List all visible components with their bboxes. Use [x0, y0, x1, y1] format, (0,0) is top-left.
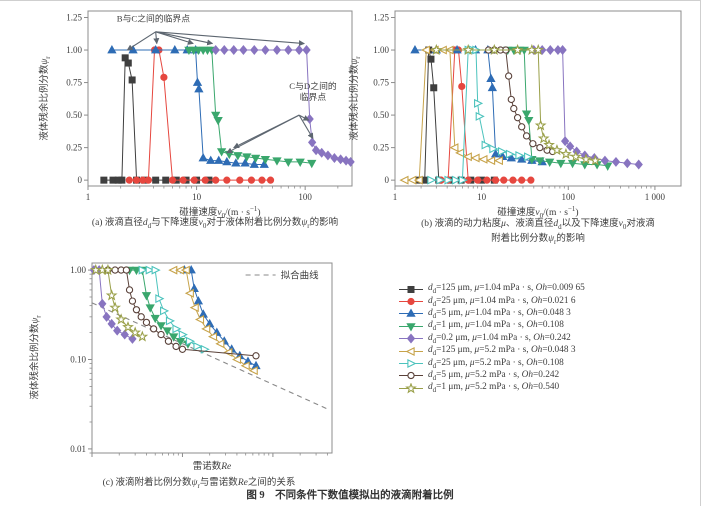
legend-label: dd=125 μm, μ=5.2 mPa · s, Oh=0.048 3	[428, 345, 576, 358]
svg-text:0.50: 0.50	[66, 110, 82, 120]
y-axis: 0 0.25 0.50 0.75 1.00 1.25	[373, 13, 395, 185]
chart-b: 1 10 100 1 000 0 0.25 0.50 0.75 1.00 1.25	[373, 10, 682, 202]
plot-frame	[91, 262, 333, 454]
chart-b-y-axis-label: 液体残余比例分数ψr	[350, 56, 362, 141]
legend-label: dd=125 μm, μ=1.04 mPa · s, Oh=0.009 65	[428, 283, 585, 296]
star-marker-icon	[399, 382, 423, 394]
legend-item: dd=125 μm, μ=5.2 mPa · s, Oh=0.048 3	[398, 345, 585, 357]
legend-item: dd=5 μm, μ=5.2 mPa · s, Oh=0.242	[398, 370, 585, 382]
y-axis: 1.00 0.10 0.01	[70, 265, 92, 454]
legend: dd=125 μm, μ=1.04 mPa · s, Oh=0.009 65 dd…	[398, 283, 585, 395]
svg-text:10: 10	[477, 192, 487, 202]
circle-marker-icon	[399, 297, 423, 306]
svg-text:100: 100	[298, 192, 312, 202]
svg-text:拟合曲线: 拟合曲线	[281, 270, 320, 282]
series-star-open	[430, 43, 602, 166]
legend-label: dd=5 μm, μ=5.2 mPa · s, Oh=0.242	[428, 370, 560, 382]
chart-c-x-axis-label: 雷诺数Re	[192, 462, 232, 472]
y-axis: 0 0.25 0.50 0.75 1.00 1.25	[66, 13, 88, 185]
series-diamond	[211, 45, 355, 167]
chart-a-x-axis-label: 碰撞速度v0/(m · s−1)	[179, 205, 261, 221]
series-tri-down	[503, 46, 613, 171]
legend-item: dd=125 μm, μ=1.04 mPa · s, Oh=0.009 65	[398, 283, 585, 295]
svg-text:1.00: 1.00	[66, 45, 82, 55]
series-diamond	[89, 265, 137, 344]
chart-b-caption: (b) 液滴的动力粘度μ、液滴直径dd以及下降速度v0对液滴 附着比例分数ψr的…	[421, 219, 655, 246]
series-tri-down	[184, 46, 317, 169]
annotation: C与D之间的临界点	[226, 80, 337, 154]
svg-text:0.50: 0.50	[373, 110, 389, 120]
svg-text:0.75: 0.75	[373, 78, 389, 88]
annotation-text: B与C之间的临界点	[117, 12, 191, 23]
chart-a: 1 10 100 0 0.25 0.50 0.75 1.00 1.25 B与C之间的临界点 C与D…	[66, 10, 355, 202]
chart-a-y-axis-label: 液体残余比例分数ψr	[40, 56, 52, 141]
series-square	[415, 46, 498, 184]
svg-text:0.25: 0.25	[66, 143, 82, 153]
legend-label: dd=5 μm, μ=1.04 mPa · s, Oh=0.048 3	[428, 308, 571, 320]
series-circle	[125, 46, 275, 184]
legend-label: dd=0.2 μm, μ=1.04 mPa · s, Oh=0.242	[428, 332, 571, 345]
chart-c-y-axis-label: 液体残余比例分数ψr	[30, 315, 43, 400]
figure-title: 图 9 不同条件下数值模拟出的液滴附着比例	[246, 490, 454, 501]
legend-label: dd=25 μm, μ=5.2 mPa · s, Oh=0.108	[428, 357, 564, 370]
tri-left-marker-icon	[399, 346, 423, 356]
series-tri-up	[179, 265, 261, 370]
legend-item: dd=25 μm, μ=5.2 mPa · s, Oh=0.108	[398, 357, 585, 369]
x-axis: 1 10 100 1 000	[393, 186, 666, 202]
series-tri-left-open	[168, 265, 258, 376]
svg-text:1 000: 1 000	[645, 192, 666, 202]
diamond-marker-icon	[399, 333, 423, 344]
series-tri-right-open	[138, 265, 210, 354]
plot-frame	[87, 10, 353, 187]
series-tri-right-open	[427, 45, 534, 185]
legend-item: dd=0.2 μm, μ=1.04 mPa · s, Oh=0.242	[398, 333, 585, 345]
series-circle-open	[104, 266, 260, 360]
legend-label: dd=1 μm, μ=5.2 mPa · s, Oh=0.540	[428, 382, 560, 395]
annotation: B与C之间的临界点	[117, 12, 305, 51]
svg-text:1.25: 1.25	[373, 13, 389, 23]
svg-text:0.25: 0.25	[373, 143, 389, 153]
chart-b-x-axis-label: 碰撞速度v0/(m · s−1)	[497, 205, 579, 221]
legend-item: dd=1 μm, μ=5.2 mPa · s, Oh=0.540	[398, 382, 585, 394]
svg-text:1.25: 1.25	[66, 13, 82, 23]
plot-frame	[394, 10, 682, 187]
svg-text:0.75: 0.75	[66, 78, 82, 88]
chart-a-caption: (a) 液滴直径dd与下降速度v0对于液体附着比例分数ψr的影响	[91, 218, 339, 230]
svg-text:0: 0	[78, 175, 83, 185]
annotation-text: C与D之间的临界点	[289, 80, 337, 102]
legend-item: dd=5 μm, μ=1.04 mPa · s, Oh=0.048 3	[398, 308, 585, 320]
svg-text:10: 10	[192, 192, 202, 202]
svg-text:100: 100	[562, 192, 576, 202]
svg-text:1: 1	[86, 192, 91, 202]
fit-curve-legend: 拟合曲线	[245, 270, 320, 282]
tri-down-marker-icon	[399, 323, 423, 332]
svg-text:1.00: 1.00	[373, 45, 389, 55]
legend-item: dd=1 μm, μ=1.04 mPa · s, Oh=0.108	[398, 320, 585, 332]
series-star-open	[89, 263, 149, 342]
svg-text:1: 1	[393, 192, 398, 202]
tri-up-marker-icon	[399, 308, 423, 318]
legend-label: dd=1 μm, μ=1.04 mPa · s, Oh=0.108	[428, 320, 564, 333]
legend-label: dd=25 μm, μ=1.04 mPa · s, Oh=0.021 6	[428, 295, 576, 308]
series-tri-up	[107, 45, 269, 168]
svg-text:1.00: 1.00	[70, 265, 86, 275]
square-marker-icon	[399, 285, 423, 293]
x-axis: 1 10 100	[86, 186, 339, 202]
svg-text:0.10: 0.10	[70, 354, 86, 364]
svg-text:0: 0	[385, 175, 390, 185]
chart-c-caption: (c) 液滴附着比例分数ψr与雷诺数Re之间的关系	[102, 478, 296, 490]
series-square	[100, 54, 213, 184]
legend-item: dd=25 μm, μ=1.04 mPa · s, Oh=0.021 6	[398, 295, 585, 308]
tri-right-marker-icon	[399, 359, 423, 369]
circle-marker-icon	[399, 372, 423, 380]
fit-curve	[91, 302, 328, 410]
svg-text:0.01: 0.01	[70, 444, 86, 454]
